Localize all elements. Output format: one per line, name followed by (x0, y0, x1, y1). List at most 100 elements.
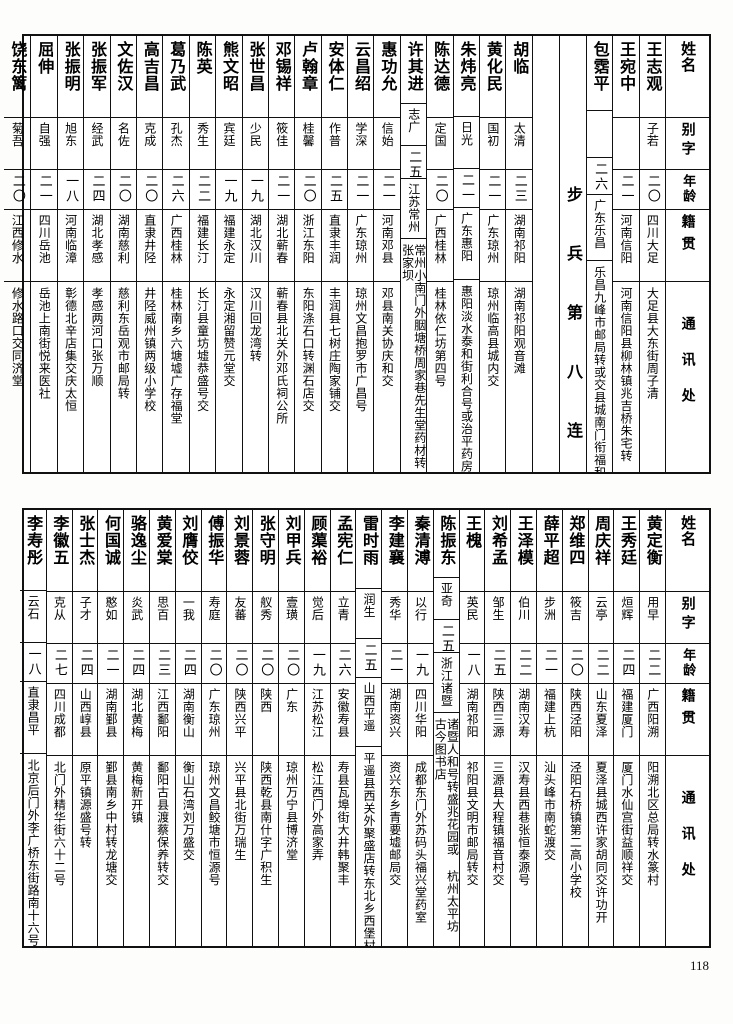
entry-address: 常州小南门外胭塘桥周家巷先生堂药材转 张家坝 (401, 239, 426, 472)
entry-address: 孝感两河口张万顺 (84, 282, 109, 472)
entry-address-text: 琼州文昌鲛塘市恒源号 (207, 761, 222, 886)
roster-entry: 刘甲兵 壹璜 二〇 广东 琼州万宁县博济堂 (278, 510, 304, 946)
entry-address-text: 琼州临高县城内交 (485, 287, 500, 387)
roster-entry: 王槐 英民 一八 湖南祁阳 祁阳县文明市邮局转交 (458, 510, 485, 946)
entry-name-text: 邓锡祥 (272, 41, 292, 92)
entry-alias: 定国 (427, 118, 453, 170)
roster-entry: 包霑平 二六 广东乐昌 乐昌九峰市邮局转或交县城南门衔福和堂 (585, 36, 613, 472)
entry-alias-text: 菊吾 (10, 122, 25, 147)
header-native-text: 籍贯 (679, 688, 696, 732)
entry-age-text: 二一 (485, 174, 501, 204)
entry-age-text: 二〇 (206, 648, 222, 678)
entry-alias: 克成 (136, 118, 163, 170)
entry-address: 大足县大东街周子清 (640, 282, 665, 472)
entry-name: 刘膺佼 (175, 510, 201, 592)
roster-entry: 云昌绍 学深 二一 广东琼州 琼州文昌抱罗市广昌号 (347, 36, 374, 472)
entry-age-text: 二三 (155, 648, 171, 678)
entry-address: 兴平县北街万瑞生 (227, 756, 252, 946)
entry-native-text: 湖南汉寿 (516, 688, 531, 738)
entry-alias: 孔杰 (163, 118, 189, 170)
entry-address-text: 黄梅新开镇 (129, 761, 144, 824)
unit-title: 步 兵 第 八 连 (560, 36, 586, 472)
roster-entry: 雷时雨 润生 二五 山西平遥 平遥县西关外聚盛店转东北乡西堡村 (355, 510, 382, 946)
entry-native-text: 陕西泾阳 (568, 688, 583, 738)
entry-address-text: 琼州万宁县博济堂 (284, 761, 299, 861)
entry-name-text: 李建襄 (385, 515, 405, 566)
entry-native-text: 福建长汀 (195, 214, 210, 264)
entry-age-text: 二六 (592, 162, 608, 193)
entry-alias-text: 桂馨 (301, 122, 316, 147)
roster-entry: 陈振东 亚奇 二五 浙江诸暨 诸暨人和号转盛兆花园或 杭州太平坊古今图书店 (432, 510, 459, 946)
entry-name: 李建襄 (382, 510, 408, 592)
roster-entry: 许其进 志广 二五 江苏常州 常州小南门外胭塘桥周家巷先生堂药材转 张家坝 (399, 36, 427, 472)
entry-native-text: 陕西 (258, 688, 273, 713)
entry-age: 二五 (400, 146, 427, 180)
entry-address-text: 蕲春县北关外邓氏祠公所 (274, 287, 289, 425)
entry-age: 二〇 (562, 644, 588, 684)
entry-age-text: 一八 (464, 648, 480, 678)
entry-alias-text: 步洲 (542, 596, 557, 621)
entry-age-text: 一九 (309, 648, 325, 678)
entry-native-text: 广东琼州 (485, 214, 500, 264)
entry-native-text: 河南信阳 (619, 214, 634, 264)
entry-address: 湖南祁阳观音滩 (506, 282, 531, 472)
entry-alias: 立青 (330, 592, 356, 644)
entry-age: 二〇 (110, 170, 136, 210)
entry-age: 二五 (433, 620, 459, 654)
entry-address-text: 丰润县七树庄陶家铺交 (327, 287, 342, 412)
entry-alias-text: 学深 (353, 122, 368, 147)
header-name: 姓名 (666, 510, 709, 592)
entry-age: 二七 (46, 644, 72, 684)
entry-native-text: 江西修水 (10, 214, 25, 264)
entry-alias: 国初 (480, 118, 506, 170)
entry-name-text: 张振军 (88, 41, 108, 92)
entry-name-text: 云昌绍 (351, 41, 371, 92)
entry-age: 一八 (20, 643, 46, 683)
entry-alias: 筱佳 (268, 118, 295, 170)
entry-name-text: 葛乃武 (167, 41, 187, 92)
roster-entry: 李徽五 克从 二七 四川成都 北门外精华街六十二号 (45, 510, 72, 946)
entry-age: 二一 (613, 170, 639, 210)
entry-alias-text: 舣秀 (258, 596, 273, 621)
entry-name-text: 王泽模 (514, 515, 534, 566)
entry-native: 福建上杭 (537, 684, 562, 756)
entry-name-text: 何国诚 (102, 515, 122, 566)
entry-name-text: 熊文昭 (219, 41, 239, 92)
entry-alias-text: 筱吉 (568, 596, 583, 621)
entry-native: 江西鄱阳 (150, 684, 175, 756)
entry-address-text: 鄞县南乡中村转龙塘交 (103, 761, 118, 886)
entry-age: 二二 (588, 644, 614, 684)
entry-name: 何国诚 (98, 510, 124, 592)
roster-entry: 张振明 旭东 一八 河南临漳 彰德北辛店集交庆太恒 (56, 36, 84, 472)
entry-age-text: 二四 (180, 648, 196, 678)
entry-native-text: 湖南资兴 (387, 688, 402, 738)
entry-native: 直隶井陉 (136, 210, 163, 282)
entry-age: 二四 (72, 644, 98, 684)
entry-alias-text: 国初 (485, 122, 500, 147)
entry-native-text: 广东惠阳 (459, 212, 474, 263)
entry-native: 福建厦门 (614, 684, 640, 756)
entry-name: 王宛中 (613, 36, 639, 118)
roster-entry: 陈英 秀生 二二 福建长汀 长汀县童坊墟恭盛号交 (188, 36, 216, 472)
entry-alias-text: 烜辉 (619, 596, 634, 621)
roster-entry: 郑维四 筱吉 二〇 陕西泾阳 泾阳石桥镇第二高小学校 (561, 510, 588, 946)
entry-alias: 桂馨 (295, 118, 321, 170)
entry-native-text: 湖北黄梅 (129, 688, 144, 738)
roster-entry: 张士杰 子才 二四 山西崞县 原平镇源盛号转 (71, 510, 98, 946)
entry-alias-text: 作普 (327, 122, 342, 147)
entry-native-text: 福建永定 (221, 214, 236, 264)
entry-age: 二六 (330, 644, 356, 684)
entry-address-text: 兴平县北街万瑞生 (232, 761, 247, 861)
entry-alias: 一我 (175, 592, 201, 644)
entry-age: 二一 (98, 644, 124, 684)
entry-native: 广东琼州 (348, 210, 374, 282)
header-alias: 别字 (666, 592, 709, 644)
entry-age-text: 二五 (327, 174, 343, 204)
entry-address: 蕲春县北关外邓氏祠公所 (269, 282, 294, 472)
entry-name-text: 黄化民 (483, 41, 503, 92)
entry-native-text: 直隶井陉 (142, 214, 157, 264)
roster-entry: 张守明 舣秀 二〇 陕西 陕西乾县南什字广积生 (252, 510, 279, 946)
entry-age-text: 二一 (379, 174, 395, 204)
entry-address-text: 平遥县西关外聚盛店转东北乡西堡村 (361, 751, 376, 946)
entry-address-text: 阳溯北区总局转水篆村 (645, 761, 660, 886)
